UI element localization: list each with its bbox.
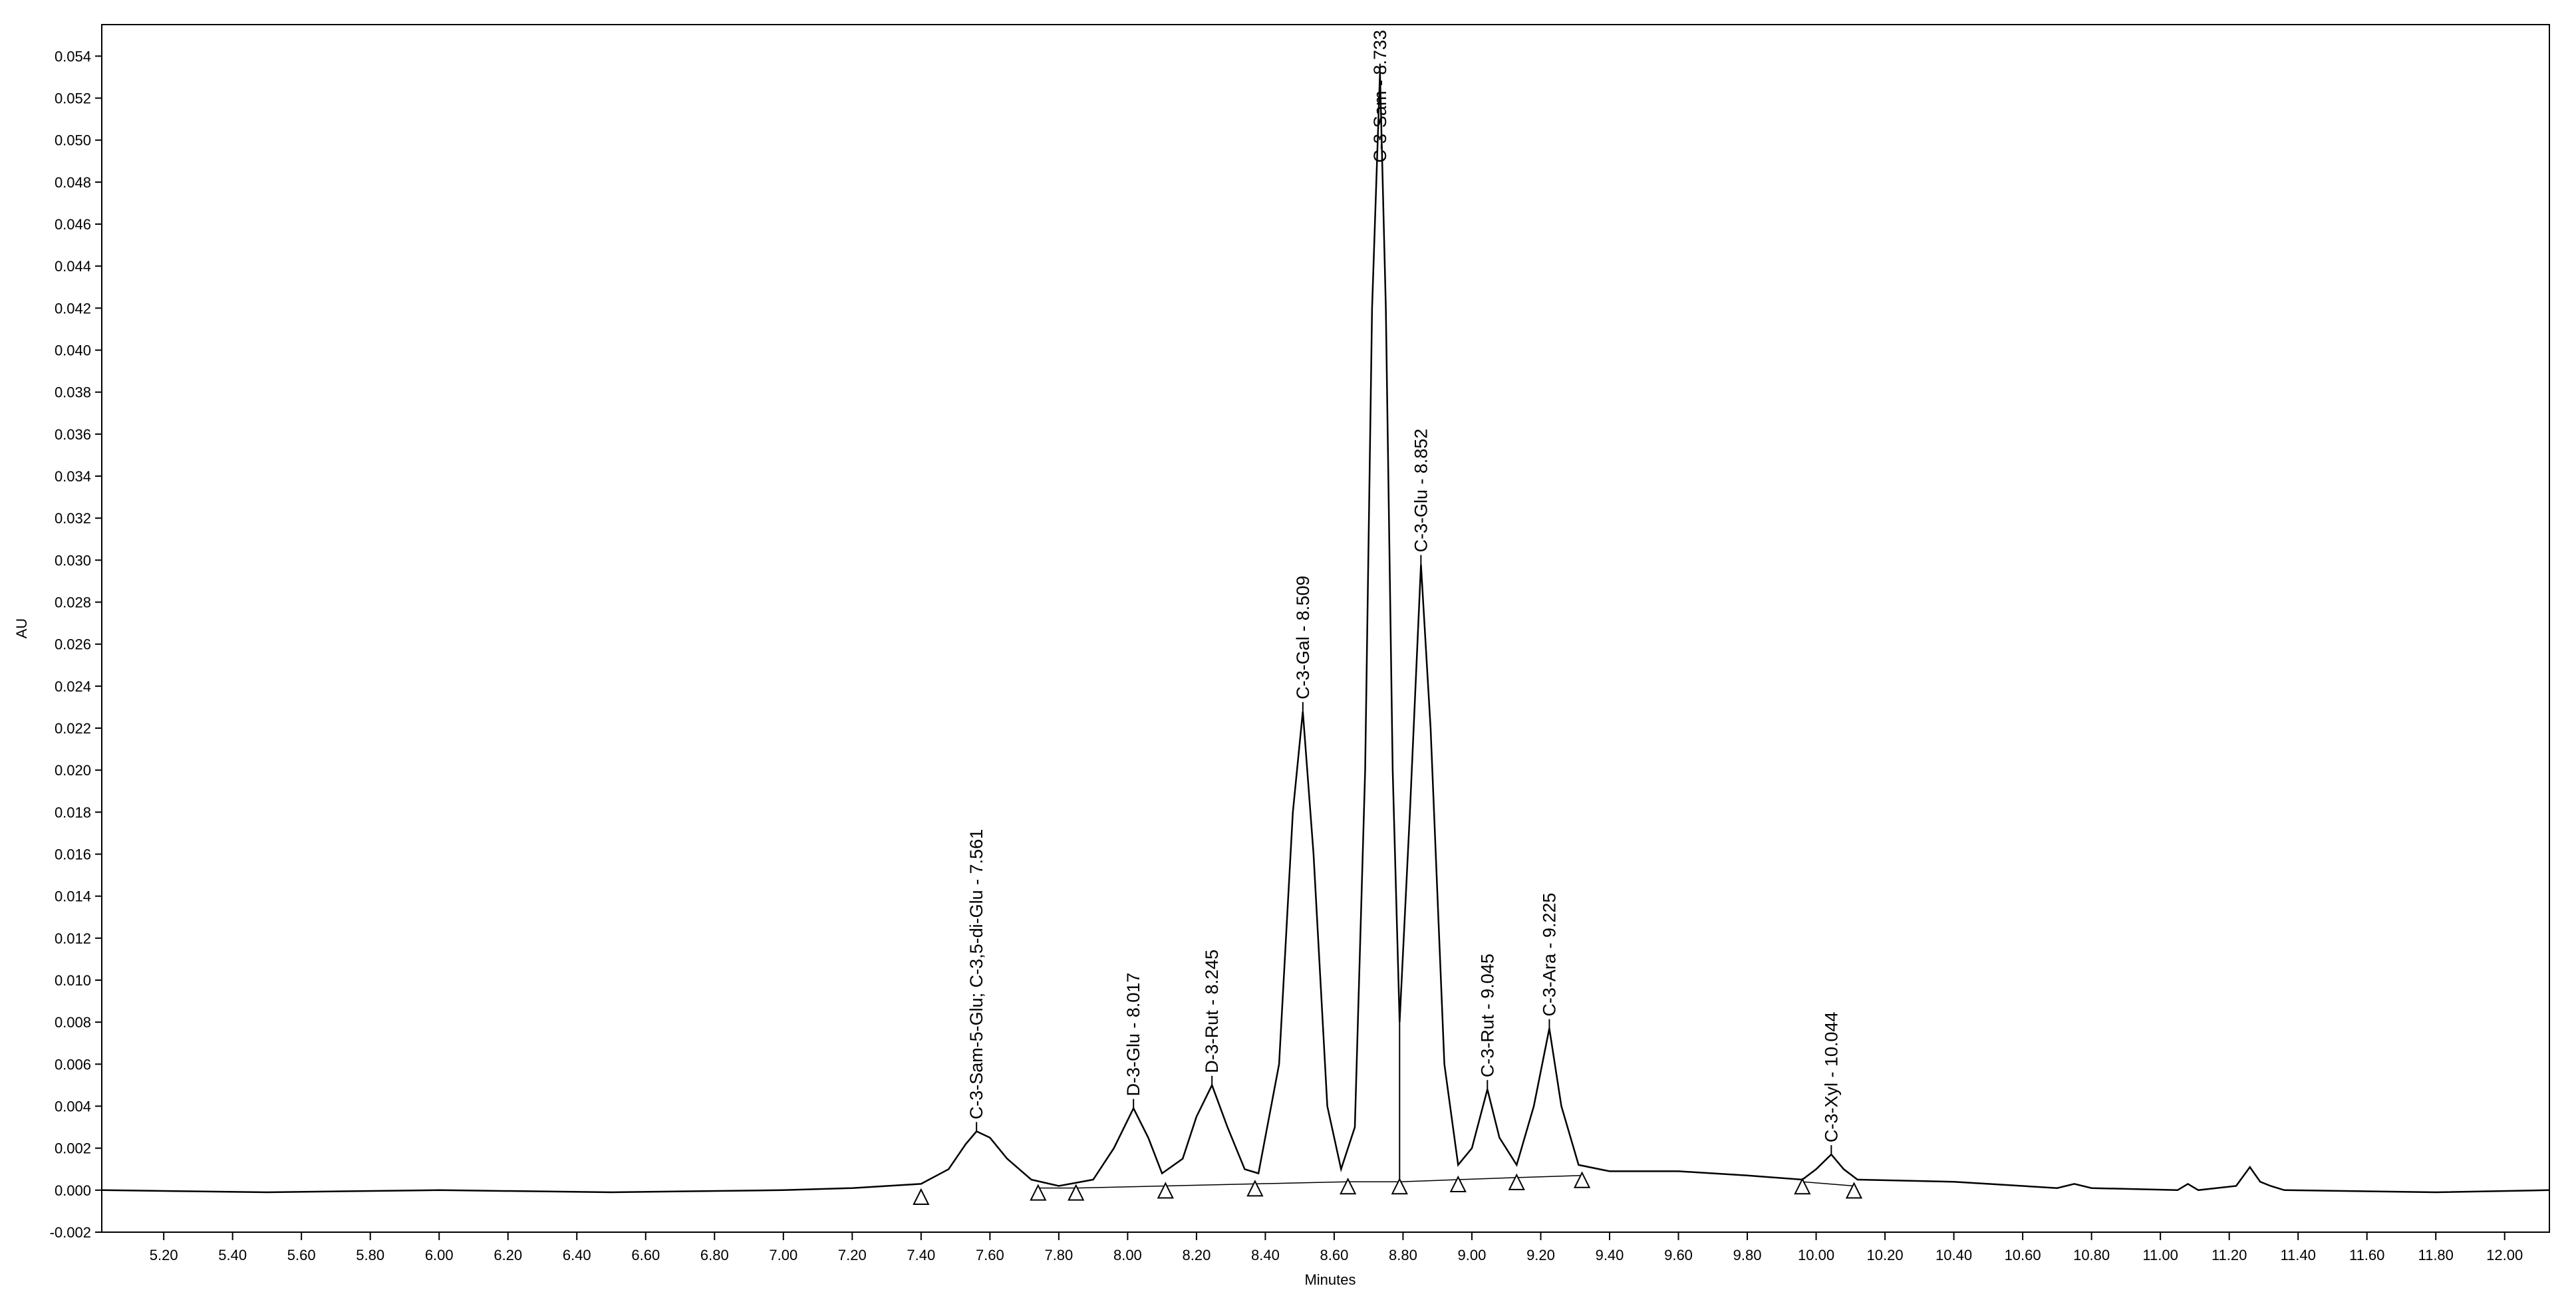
y-tick-label: 0.034 [55, 468, 91, 485]
x-tick-label: 5.60 [287, 1247, 316, 1263]
y-tick-label: 0.048 [55, 174, 91, 191]
baseline-marker [1157, 1182, 1174, 1199]
y-axis-label: AU [13, 618, 30, 639]
peak-label: C-3-Sam-5-Glu; C-3,5-di-Glu - 7.561 [966, 829, 986, 1120]
x-tick-label: 11.80 [2418, 1247, 2453, 1263]
peak-label: D-3-Glu - 8.017 [1123, 973, 1143, 1097]
y-tick-label: 0.002 [55, 1140, 91, 1157]
trace [101, 72, 2550, 1194]
baseline-marker [913, 1188, 930, 1205]
y-tick-label: 0.030 [55, 552, 91, 569]
x-tick-label: 10.20 [1867, 1247, 1904, 1263]
x-tick-label: 7.80 [1044, 1247, 1073, 1263]
baseline-marker [1030, 1184, 1047, 1201]
x-tick-label: 9.20 [1526, 1247, 1555, 1263]
baseline-marker [1068, 1184, 1085, 1201]
baseline-marker [1508, 1173, 1525, 1190]
y-tick-label: 0.010 [55, 972, 91, 989]
peak-label: D-3-Rut - 8.245 [1202, 950, 1222, 1073]
x-tick-label: 12.00 [2486, 1247, 2523, 1263]
baseline-marker [1391, 1177, 1408, 1195]
x-tick-label: 11.00 [2142, 1247, 2178, 1263]
baseline-segment [1399, 1179, 1459, 1182]
peak-label: C-3-Glu - 8.852 [1411, 429, 1431, 553]
y-tick-label: 0.026 [55, 636, 91, 653]
x-tick-label: 10.40 [1935, 1247, 1972, 1263]
x-tick-label: 8.40 [1251, 1247, 1280, 1263]
y-tick-label: 0.018 [55, 804, 91, 821]
x-tick-label: 11.20 [2212, 1247, 2247, 1263]
x-tick-label: 5.40 [218, 1247, 247, 1263]
y-tick-label: 0.000 [55, 1182, 91, 1199]
y-tick-label: 0.052 [55, 90, 91, 107]
x-tick-label: 9.40 [1596, 1247, 1624, 1263]
x-tick-label: 7.60 [976, 1247, 1004, 1263]
baseline-marker [1246, 1180, 1264, 1197]
y-tick-label: 0.006 [55, 1056, 91, 1073]
x-tick-label: 10.00 [1798, 1247, 1834, 1263]
x-tick-label: 6.20 [494, 1247, 522, 1263]
peak-label: C-3-Sam - 8.733 [1370, 30, 1390, 163]
baseline-marker [1449, 1175, 1467, 1193]
y-tick-label: 0.024 [55, 678, 91, 695]
y-tick-label: 0.012 [55, 930, 91, 947]
baseline-segment [1075, 1185, 1166, 1189]
x-axis-label: Minutes [1304, 1271, 1356, 1288]
y-tick-label: 0.022 [55, 720, 91, 737]
peak-label: C-3-Rut - 9.045 [1477, 954, 1497, 1077]
baseline-marker [1573, 1171, 1591, 1188]
x-tick-label: 7.20 [838, 1247, 867, 1263]
baseline-segment [1516, 1174, 1582, 1178]
x-tick-label: 8.60 [1320, 1247, 1349, 1263]
y-tick-label: 0.036 [55, 426, 91, 443]
x-tick-label: 9.60 [1664, 1247, 1693, 1263]
x-tick-label: 6.40 [563, 1247, 591, 1263]
baseline-marker [1340, 1177, 1357, 1195]
y-tick-label: 0.016 [55, 846, 91, 863]
x-tick-label: 10.60 [2005, 1247, 2041, 1263]
y-tick-label: 0.050 [55, 132, 91, 149]
x-tick-label: 10.80 [2073, 1247, 2110, 1263]
y-tick-label: 0.044 [55, 258, 91, 275]
x-tick-label: 8.80 [1389, 1247, 1417, 1263]
y-tick-label: 0.046 [55, 216, 91, 233]
baseline-marker [1794, 1177, 1811, 1195]
baseline-segment [1458, 1177, 1517, 1180]
x-tick-label: 5.80 [356, 1247, 384, 1263]
x-tick-label: 9.00 [1458, 1247, 1487, 1263]
x-tick-label: 11.40 [2280, 1247, 2315, 1263]
y-tick-label: -0.002 [50, 1224, 91, 1241]
peak-label: C-3-Gal - 8.509 [1293, 576, 1313, 700]
x-tick-label: 5.20 [150, 1247, 178, 1263]
y-tick-label: 0.028 [55, 594, 91, 611]
baseline-segment [1165, 1183, 1255, 1187]
y-tick-label: 0.020 [55, 762, 91, 779]
x-tick-label: 7.40 [907, 1247, 935, 1263]
y-tick-label: 0.032 [55, 510, 91, 527]
baseline-segment [1802, 1181, 1854, 1187]
y-tick-label: 0.008 [55, 1014, 91, 1031]
peak-label: C-3-Xyl - 10.044 [1821, 1012, 1841, 1143]
plot-frame [101, 24, 2550, 1233]
x-tick-label: 11.60 [2349, 1247, 2384, 1263]
baseline-marker [1845, 1182, 1863, 1199]
y-tick-label: 0.054 [55, 48, 91, 65]
y-tick-label: 0.040 [55, 342, 91, 359]
x-tick-label: 6.00 [425, 1247, 454, 1263]
x-tick-label: 8.20 [1182, 1247, 1211, 1263]
y-tick-label: 0.042 [55, 300, 91, 317]
x-tick-label: 6.60 [631, 1247, 660, 1263]
peak-label: C-3-Ara - 9.225 [1539, 893, 1559, 1017]
x-tick-label: 9.80 [1733, 1247, 1762, 1263]
x-tick-label: 6.80 [700, 1247, 729, 1263]
y-tick-label: 0.004 [55, 1099, 91, 1115]
baseline-segment [1254, 1181, 1348, 1185]
x-tick-label: 8.00 [1113, 1247, 1142, 1263]
y-tick-label: 0.014 [55, 888, 91, 905]
y-tick-label: 0.038 [55, 384, 91, 401]
x-tick-label: 7.00 [769, 1247, 797, 1263]
